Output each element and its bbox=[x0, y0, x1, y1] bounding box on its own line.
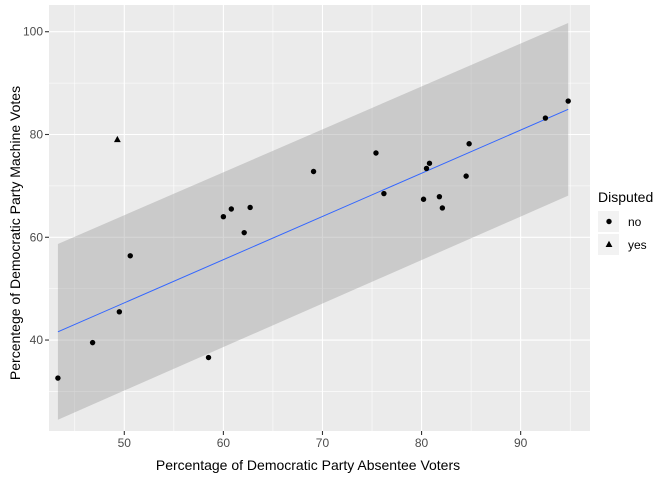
data-point-no bbox=[423, 165, 430, 172]
data-point-no bbox=[228, 206, 235, 212]
data-point-no bbox=[542, 115, 549, 121]
data-point-no bbox=[420, 196, 427, 202]
data-point-no bbox=[127, 253, 133, 259]
x-tick-label: 90 bbox=[514, 436, 528, 450]
data-point-no bbox=[310, 168, 317, 175]
legend-entry-no: no bbox=[598, 211, 642, 232]
x-tick-label: 60 bbox=[217, 436, 231, 450]
regression-line bbox=[57, 108, 569, 333]
legend-entry-yes: yes bbox=[598, 234, 647, 255]
data-point-no bbox=[241, 229, 247, 236]
x-tick-label: 80 bbox=[415, 436, 429, 450]
data-point-no bbox=[89, 339, 96, 346]
data-point-no bbox=[426, 160, 433, 166]
prediction-band bbox=[57, 22, 569, 420]
data-point-no bbox=[373, 150, 379, 156]
y-tick-label: 100 bbox=[23, 25, 43, 39]
data-point-no bbox=[466, 141, 472, 147]
data-point-no bbox=[247, 204, 253, 211]
legend-label: no bbox=[628, 215, 642, 229]
data-point-yes bbox=[113, 135, 121, 143]
data-point-no bbox=[205, 354, 212, 361]
y-tick-label: 40 bbox=[30, 333, 44, 347]
y-tick-label: 60 bbox=[30, 230, 44, 244]
legend-key-triangle-icon bbox=[605, 240, 613, 248]
data-point-no bbox=[436, 193, 443, 200]
legend-title: Disputed bbox=[598, 189, 653, 205]
legend: Disputed no yes bbox=[598, 189, 653, 255]
axes: 50 60 70 80 90 40 60 80 100 bbox=[23, 25, 528, 450]
x-tick-label: 70 bbox=[316, 436, 330, 450]
data-point-no bbox=[381, 190, 387, 197]
legend-label: yes bbox=[628, 238, 647, 252]
data-point-no bbox=[463, 173, 469, 179]
prediction-band-layer bbox=[57, 22, 569, 420]
data-point-no bbox=[220, 214, 227, 220]
legend-key-circle-icon bbox=[606, 218, 612, 225]
data-point-no bbox=[565, 98, 571, 104]
data-points bbox=[55, 98, 571, 381]
data-point-no bbox=[55, 375, 61, 381]
y-tick-label: 80 bbox=[30, 127, 44, 141]
x-tick-label: 50 bbox=[118, 436, 132, 450]
data-point-no bbox=[116, 309, 123, 315]
regression-line-layer bbox=[57, 108, 569, 333]
y-axis-title: Percentege of Democratic Party Machine V… bbox=[7, 86, 23, 380]
legend-entries: no yes bbox=[598, 211, 647, 255]
x-axis-title: Percentage of Democratic Party Absentee … bbox=[156, 457, 460, 473]
data-point-no bbox=[439, 205, 446, 211]
